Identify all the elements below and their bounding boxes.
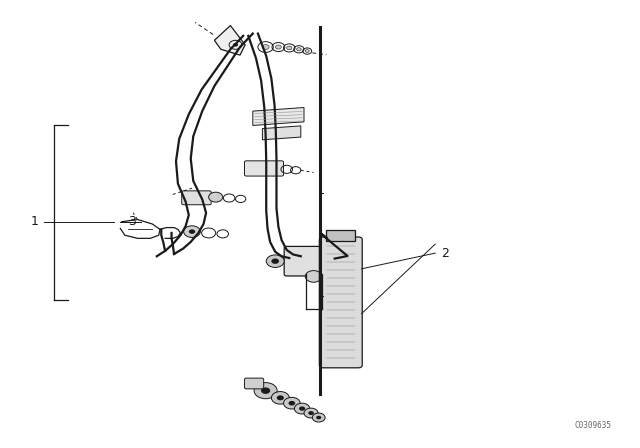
Circle shape bbox=[261, 388, 270, 394]
FancyBboxPatch shape bbox=[284, 246, 337, 276]
Polygon shape bbox=[253, 108, 304, 125]
Circle shape bbox=[266, 255, 284, 267]
Circle shape bbox=[276, 395, 284, 401]
Circle shape bbox=[299, 406, 305, 411]
Circle shape bbox=[254, 383, 277, 399]
Circle shape bbox=[271, 392, 289, 404]
Circle shape bbox=[209, 192, 223, 202]
Polygon shape bbox=[214, 26, 245, 55]
Text: 1: 1 bbox=[31, 215, 38, 228]
Circle shape bbox=[316, 416, 321, 419]
Circle shape bbox=[275, 45, 282, 49]
Circle shape bbox=[284, 397, 300, 409]
Circle shape bbox=[312, 413, 325, 422]
FancyBboxPatch shape bbox=[244, 378, 264, 389]
Circle shape bbox=[294, 403, 310, 414]
Text: 3: 3 bbox=[128, 215, 136, 228]
Circle shape bbox=[305, 50, 309, 52]
Circle shape bbox=[189, 229, 195, 234]
Circle shape bbox=[233, 43, 238, 47]
Circle shape bbox=[305, 271, 322, 282]
FancyBboxPatch shape bbox=[182, 191, 211, 205]
Text: C0309635: C0309635 bbox=[574, 421, 611, 430]
FancyBboxPatch shape bbox=[319, 237, 362, 368]
Circle shape bbox=[304, 408, 318, 418]
Polygon shape bbox=[262, 126, 301, 140]
FancyBboxPatch shape bbox=[244, 161, 284, 176]
Circle shape bbox=[271, 258, 279, 264]
Circle shape bbox=[308, 411, 314, 415]
Text: 2: 2 bbox=[442, 246, 449, 260]
Circle shape bbox=[262, 45, 269, 49]
Circle shape bbox=[287, 46, 292, 50]
Circle shape bbox=[289, 401, 295, 405]
Circle shape bbox=[296, 47, 301, 51]
Circle shape bbox=[184, 226, 200, 237]
Bar bbox=[326, 230, 355, 241]
